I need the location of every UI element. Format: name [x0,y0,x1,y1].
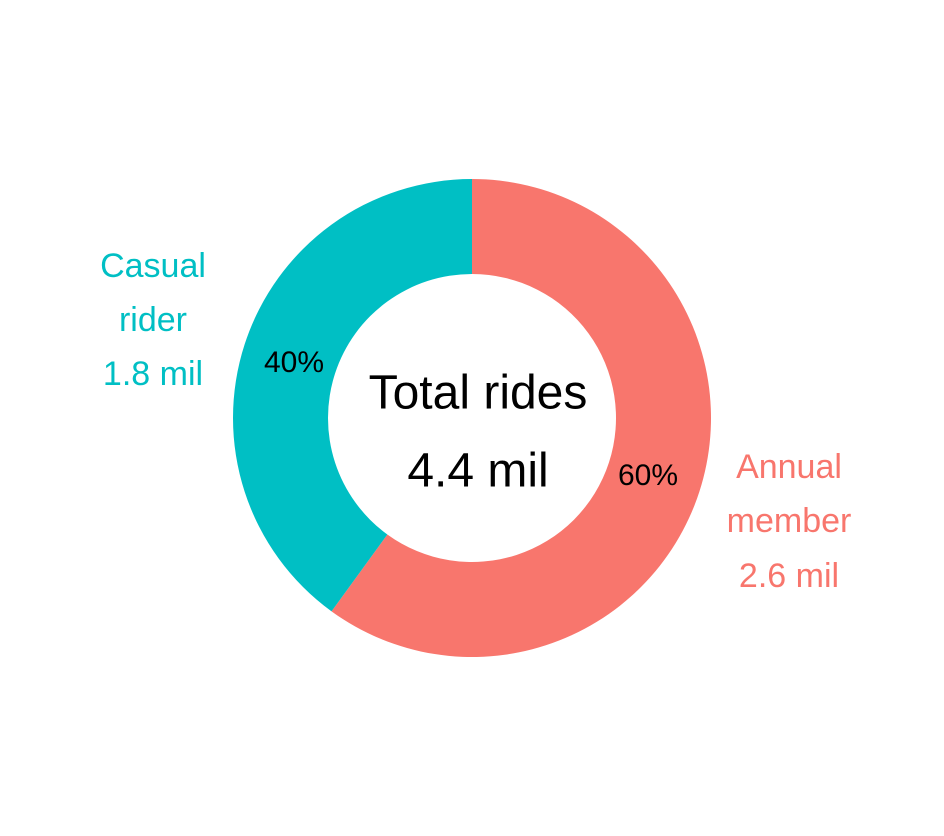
pct-label-casual-rider: 40% [264,346,324,379]
outer-label-casual-line-3: 1.8 mil [103,355,203,393]
center-title: Total rides [369,367,588,420]
donut-slice-annual-member [331,178,712,657]
donut-slices [233,178,712,657]
outer-label-annual-member: Annual member 2.6 mil [727,448,852,595]
outer-label-casual-rider: Casual rider 1.8 mil [100,247,206,393]
outer-label-casual-line-2: rider [119,301,187,339]
pct-label-annual-member: 60% [618,459,678,492]
outer-label-annual-line-1: Annual [736,448,842,486]
center-total-value: 4.4 mil [407,445,548,498]
outer-label-annual-line-3: 2.6 mil [739,557,839,595]
donut-slice-casual-rider [233,179,472,612]
outer-label-annual-line-2: member [727,502,852,540]
outer-label-casual-line-1: Casual [100,247,206,285]
